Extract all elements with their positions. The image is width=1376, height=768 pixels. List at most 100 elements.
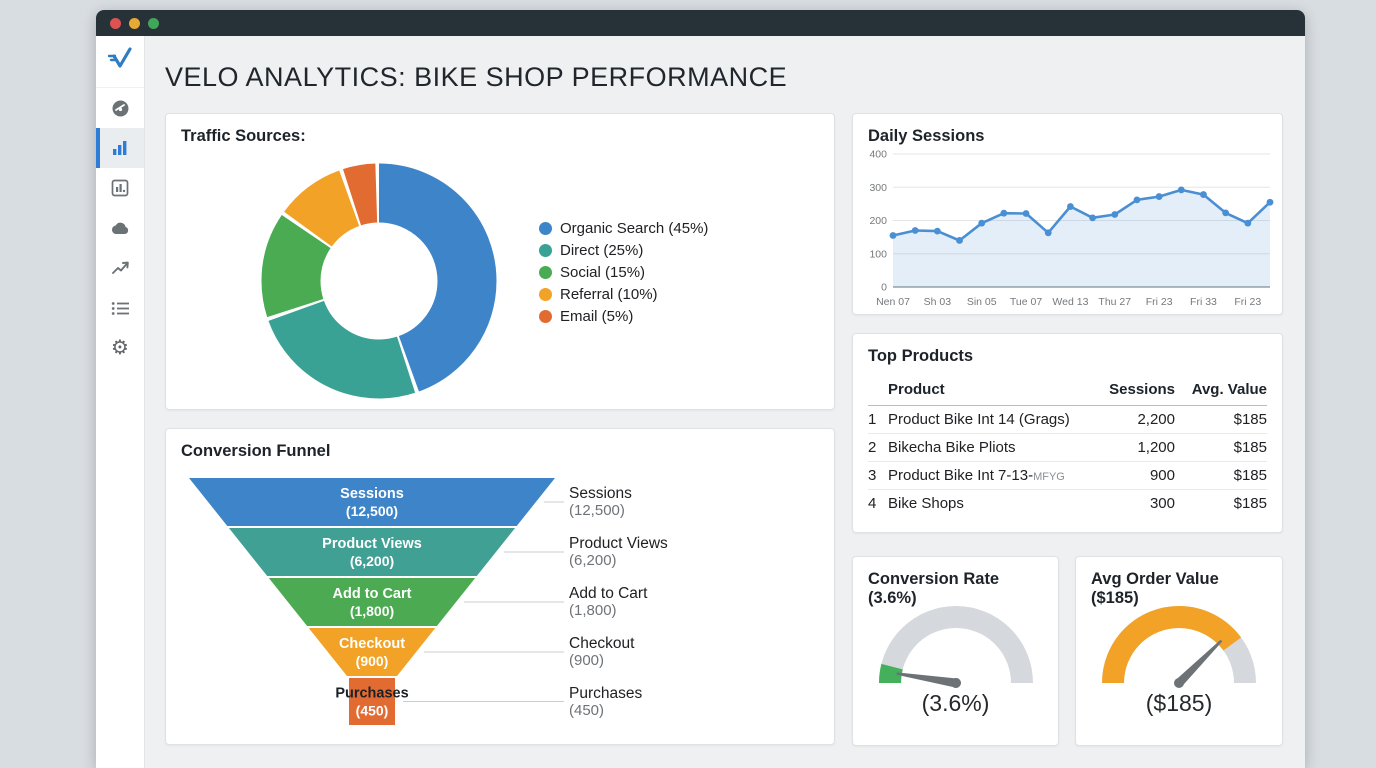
legend-label: Referral (10%) bbox=[560, 286, 658, 303]
svg-text:0: 0 bbox=[881, 282, 887, 294]
funnel-level[interactable] bbox=[228, 528, 516, 576]
svg-text:Sessions: Sessions bbox=[340, 486, 404, 502]
data-point[interactable] bbox=[956, 237, 963, 244]
conversion-rate-gauge bbox=[878, 606, 1033, 688]
sidebar-item-settings[interactable]: ⚙︎ bbox=[96, 328, 144, 368]
donut-segment[interactable] bbox=[261, 163, 497, 399]
traffic-donut-chart[interactable] bbox=[259, 161, 499, 401]
conversion-funnel-card: Conversion Funnel Sessions (12,500) Produc… bbox=[165, 428, 835, 745]
donut-segment[interactable] bbox=[261, 163, 497, 399]
svg-text:Nen 07: Nen 07 bbox=[876, 296, 910, 308]
gauge-needle bbox=[1174, 639, 1223, 688]
page-title: VELO ANALYTICS: BIKE SHOP PERFORMANCE bbox=[165, 62, 788, 92]
data-point[interactable] bbox=[911, 227, 919, 234]
traffic-legend: Organic Search (45%) Direct (25%) Social… bbox=[539, 220, 708, 325]
sidebar-item-dashboard[interactable] bbox=[96, 88, 144, 128]
svg-text:Fri 33: Fri 33 bbox=[1190, 296, 1217, 308]
funnel-chart[interactable]: Sessions(12,500) Product Views(6,200) Add … bbox=[176, 471, 576, 736]
daily-sessions-chart[interactable]: 0 100 200 300 400 Nen 07 Sh 03 Sin 05 Tue 07 Wed … bbox=[861, 146, 1276, 310]
svg-text:(450): (450) bbox=[356, 703, 389, 719]
maximize-button[interactable] bbox=[148, 17, 159, 29]
sidebar-item-list[interactable] bbox=[96, 288, 144, 328]
data-point[interactable] bbox=[1000, 209, 1008, 217]
table-header-row: Product Sessions Avg. Value bbox=[868, 376, 1267, 406]
funnel-level[interactable] bbox=[349, 678, 395, 725]
legend-dot-direct bbox=[539, 244, 552, 257]
legend-label: Email (5%) bbox=[560, 308, 634, 325]
bar-chart-icon bbox=[111, 140, 129, 156]
data-point[interactable] bbox=[933, 227, 941, 235]
legend-dot-referral bbox=[539, 288, 552, 301]
conversion-rate-value: (3.6%) bbox=[921, 690, 990, 716]
svg-text:Checkout: Checkout bbox=[339, 636, 405, 652]
close-button[interactable] bbox=[110, 17, 121, 29]
avg-order-value-value: ($185) bbox=[1145, 690, 1213, 716]
avg-order-value-title: Avg Order Value ($185) bbox=[1091, 570, 1219, 607]
data-point[interactable] bbox=[978, 219, 986, 227]
traffic-sources-card: Traffic Sources: Organic Search (45%) Di… bbox=[165, 113, 835, 410]
table-row[interactable]: 2 Bikecha Bike Pliots 1,200 $185 bbox=[868, 433, 1267, 462]
legend-item: Social (15%) bbox=[539, 264, 708, 281]
sidebar-item-analytics[interactable] bbox=[96, 128, 144, 168]
svg-text:Thu 27: Thu 27 bbox=[1098, 296, 1131, 308]
top-products-title: Top Products bbox=[868, 347, 974, 365]
donut-segment[interactable] bbox=[261, 163, 497, 399]
cloud-icon bbox=[110, 221, 130, 235]
sidebar: ⚙︎ bbox=[96, 36, 145, 768]
funnel-level[interactable] bbox=[308, 628, 436, 676]
avg-order-value-card: Avg Order Value ($185) ($185) bbox=[1075, 556, 1283, 746]
data-point[interactable] bbox=[1222, 209, 1230, 217]
top-products-table: Product Sessions Avg. Value 1 Product Bi… bbox=[868, 376, 1267, 517]
sidebar-item-trends[interactable] bbox=[96, 248, 144, 288]
data-point[interactable] bbox=[1089, 214, 1096, 222]
svg-text:(6,200): (6,200) bbox=[350, 553, 394, 569]
col-product[interactable]: Product bbox=[888, 376, 1083, 406]
table-row[interactable]: 3 Product Bike Int 7-13-MFYG 900 $185 bbox=[868, 461, 1267, 490]
sidebar-item-reports[interactable] bbox=[96, 168, 144, 208]
top-products-card: Top Products Product Sessions Avg. Value… bbox=[852, 333, 1283, 533]
svg-text:Tue 07: Tue 07 bbox=[1010, 296, 1042, 308]
data-point[interactable] bbox=[1044, 229, 1052, 237]
funnel-level[interactable] bbox=[268, 578, 476, 626]
svg-text:400: 400 bbox=[869, 149, 887, 161]
avg-order-value-gauge bbox=[1102, 606, 1256, 688]
minimize-button[interactable] bbox=[129, 17, 140, 29]
svg-text:Sh 03: Sh 03 bbox=[924, 296, 952, 308]
data-point[interactable] bbox=[1067, 203, 1074, 210]
conversion-funnel-title: Conversion Funnel bbox=[181, 442, 331, 460]
data-point[interactable] bbox=[1244, 219, 1252, 227]
data-point[interactable] bbox=[1022, 210, 1030, 217]
legend-dot-social bbox=[539, 266, 552, 279]
col-avg-value[interactable]: Avg. Value bbox=[1175, 376, 1267, 406]
data-point[interactable] bbox=[1177, 186, 1185, 194]
data-point[interactable] bbox=[1133, 196, 1141, 204]
conversion-rate-card: Conversion Rate (3.6%) (3.6%) bbox=[852, 556, 1059, 746]
data-point[interactable] bbox=[1200, 191, 1207, 198]
chart-box-icon bbox=[111, 179, 129, 197]
table-row[interactable]: 4 Bike Shops 300 $185 bbox=[868, 495, 1267, 512]
legend-label: Direct (25%) bbox=[560, 242, 644, 259]
daily-sessions-card: Daily Sessions 0 100 200 300 400 Nen 07 Sh 03 S… bbox=[852, 113, 1283, 315]
list-icon bbox=[111, 301, 130, 316]
funnel-label-checkout: Checkout (900) bbox=[569, 635, 635, 669]
traffic-sources-title: Traffic Sources: bbox=[181, 127, 306, 145]
sidebar-item-cloud[interactable] bbox=[96, 208, 144, 248]
svg-text:Product Views: Product Views bbox=[322, 536, 422, 552]
funnel-level[interactable] bbox=[189, 478, 555, 526]
data-point[interactable] bbox=[1266, 198, 1274, 206]
gauge-needle bbox=[896, 672, 961, 688]
svg-text:Fri 23: Fri 23 bbox=[1234, 296, 1261, 308]
svg-text:(12,500): (12,500) bbox=[346, 503, 398, 519]
app-logo[interactable] bbox=[96, 36, 144, 88]
data-point[interactable] bbox=[1155, 193, 1163, 200]
svg-text:(900): (900) bbox=[356, 653, 389, 669]
svg-text:Wed 13: Wed 13 bbox=[1052, 296, 1088, 308]
data-point[interactable] bbox=[1111, 211, 1119, 218]
legend-label: Social (15%) bbox=[560, 264, 646, 281]
data-point[interactable] bbox=[889, 232, 897, 239]
table-row[interactable]: 1 Product Bike Int 14 (Grags) 2,200 $185 bbox=[868, 405, 1267, 434]
funnel-label-product-views: Product Views (6,200) bbox=[569, 535, 668, 569]
col-sessions[interactable]: Sessions bbox=[1083, 376, 1175, 406]
svg-text:Add to Cart: Add to Cart bbox=[333, 586, 412, 602]
svg-text:(1,800): (1,800) bbox=[350, 603, 394, 619]
